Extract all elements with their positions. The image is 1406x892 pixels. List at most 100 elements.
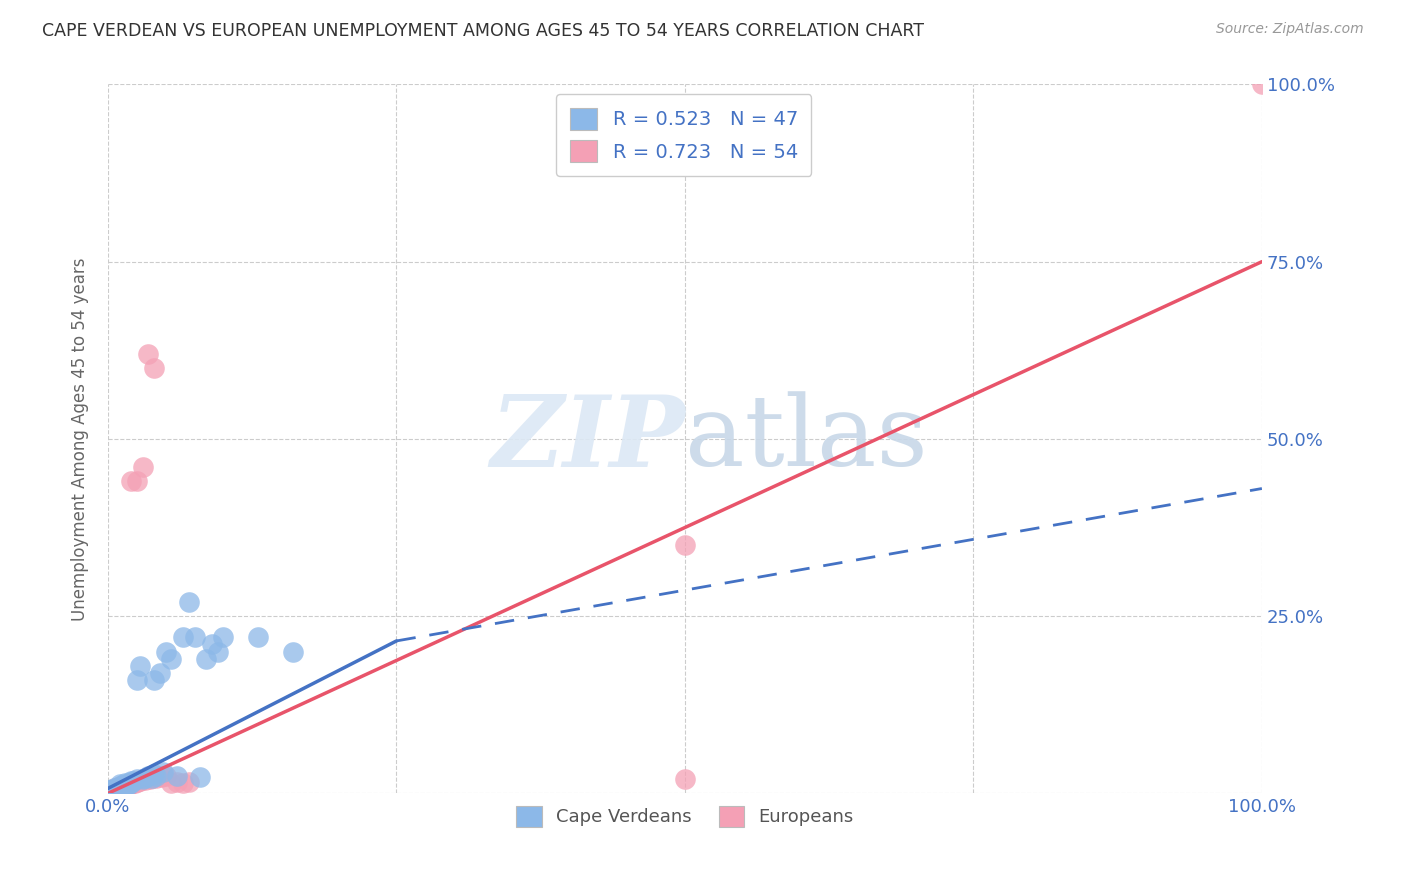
Point [105,782,128,797]
Point [177,775,200,789]
Point [212,631,235,645]
Point [118,775,141,789]
Point [105,781,128,796]
Point [117,779,139,793]
Point [105,782,128,797]
Point [124,775,146,789]
Point [281,644,304,658]
Point [172,631,194,645]
Point [101,783,124,797]
Point [108,779,131,793]
Point [121,776,143,790]
Point [129,773,152,788]
Text: atlas: atlas [685,391,928,487]
Point [131,772,153,787]
Point [129,658,152,673]
Point [149,665,172,680]
Point [145,771,167,785]
Point [120,475,142,489]
Point [97,784,120,798]
Point [177,595,200,609]
Point [97,782,120,797]
Point [172,775,194,789]
Point [114,778,136,792]
Point [114,775,136,789]
Point [155,644,177,658]
Point [125,775,148,789]
Point [107,780,129,795]
Point [141,771,163,785]
Point [1251,78,1274,92]
Point [134,772,156,787]
Point [115,777,138,791]
Point [673,772,696,787]
Text: ZIP: ZIP [489,391,685,487]
Point [101,783,124,797]
Point [112,779,135,793]
Point [166,775,188,789]
Point [100,784,122,798]
Point [104,782,127,797]
Point [150,770,173,784]
Y-axis label: Unemployment Among Ages 45 to 54 years: Unemployment Among Ages 45 to 54 years [72,257,89,621]
Point [143,767,166,781]
Point [128,774,150,789]
Point [138,347,160,361]
Point [118,777,141,791]
Point [120,775,142,789]
Point [246,631,269,645]
Point [201,638,224,652]
Point [143,673,166,687]
Point [114,779,136,793]
Text: CAPE VERDEAN VS EUROPEAN UNEMPLOYMENT AMONG AGES 45 TO 54 YEARS CORRELATION CHAR: CAPE VERDEAN VS EUROPEAN UNEMPLOYMENT AM… [42,22,924,40]
Point [111,778,134,792]
Point [100,783,122,797]
Point [98,782,121,797]
Point [138,769,160,783]
Point [138,772,160,787]
Point [131,772,153,787]
Point [145,769,167,783]
Point [125,475,148,489]
Point [136,772,159,786]
Point [195,651,218,665]
Point [103,782,125,797]
Point [118,777,141,791]
Point [125,673,148,687]
Point [120,776,142,790]
Point [104,780,127,795]
Point [188,770,211,784]
Point [104,782,127,797]
Point [108,780,131,794]
Point [166,769,188,783]
Point [98,784,121,798]
Point [103,782,125,797]
Point [125,772,148,787]
Point [120,773,142,788]
Point [111,779,134,793]
Point [122,774,145,789]
Point [108,779,131,793]
Point [134,771,156,785]
Point [152,765,174,780]
Point [160,651,183,665]
Point [207,644,229,658]
Point [117,778,139,792]
Point [152,769,174,783]
Point [122,775,145,789]
Point [111,779,134,793]
Point [105,781,128,796]
Point [143,770,166,784]
Point [103,782,125,797]
Point [108,777,131,791]
Point [127,774,149,789]
Point [160,775,183,789]
Point [107,780,129,795]
Point [115,778,138,792]
Text: Source: ZipAtlas.com: Source: ZipAtlas.com [1216,22,1364,37]
Point [183,631,205,645]
Point [111,779,134,793]
Point [155,769,177,783]
Point [131,460,153,475]
Point [673,538,696,552]
